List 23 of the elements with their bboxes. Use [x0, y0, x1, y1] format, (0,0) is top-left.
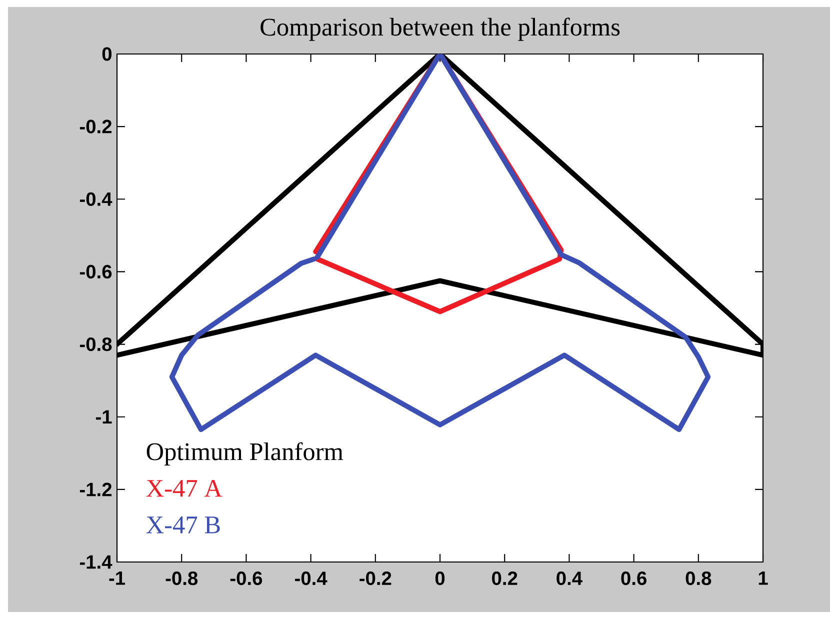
x-tick-label: -1 — [109, 572, 125, 585]
x-tick-label: -0.8 — [166, 572, 198, 586]
y-tick-label: -1.2 — [80, 482, 112, 496]
y-tick-label: -0.2 — [80, 120, 112, 134]
x-tick-label: 0 — [435, 572, 445, 586]
y-tick-label: -0.4 — [80, 192, 112, 206]
y-tick-label: -1 — [96, 410, 112, 424]
y-tick-label: -1.4 — [80, 555, 112, 569]
x-tick-label: 0.6 — [621, 572, 646, 586]
x-tick-label: -0.2 — [360, 572, 392, 586]
x-tick-label: 0.8 — [686, 572, 712, 586]
text: X-47 A — [146, 480, 222, 497]
chart-title: Comparison between the planforms — [260, 18, 620, 41]
text: Optimum Planform — [146, 442, 344, 466]
x-tick-label: -0.6 — [230, 572, 262, 586]
y-tick-label: -0.6 — [80, 264, 112, 279]
x-tick-label: 0.2 — [492, 572, 518, 586]
y-tick-label: 0 — [102, 47, 112, 61]
y-tick-label: -0.8 — [80, 337, 112, 352]
x-tick-label: -0.4 — [295, 572, 328, 586]
text: X-47 B — [146, 516, 220, 534]
x-tick-label: 0.4 — [556, 572, 582, 586]
x-tick-label: 1 — [758, 572, 768, 585]
